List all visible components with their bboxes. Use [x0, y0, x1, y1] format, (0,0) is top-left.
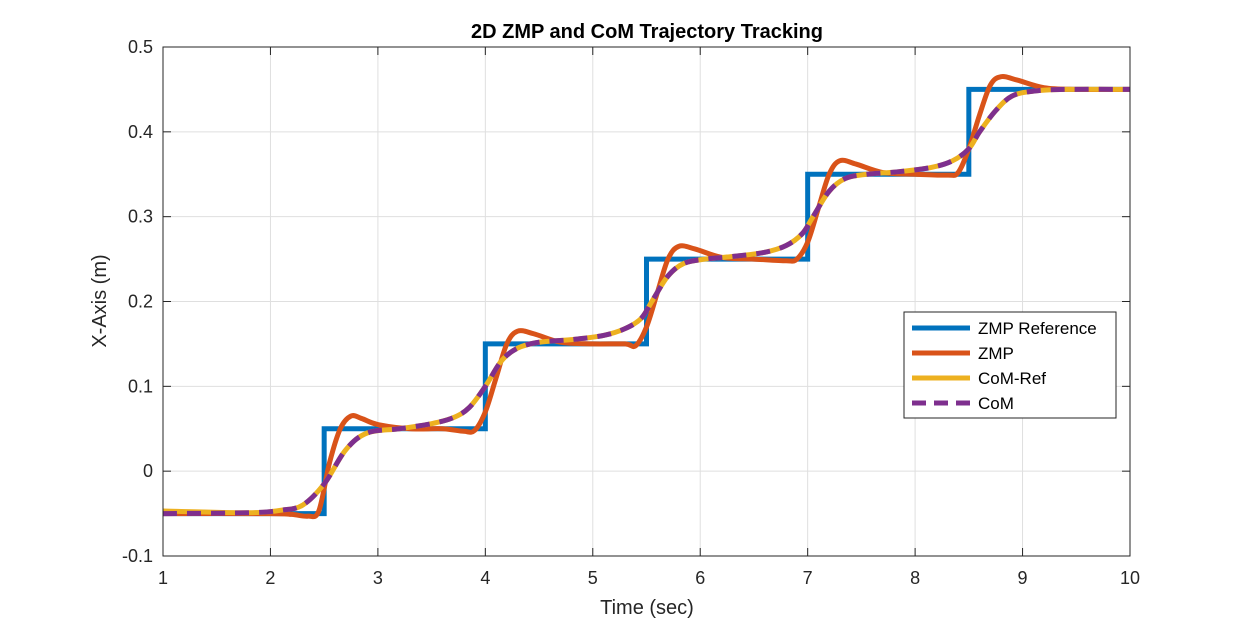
x-tick-label: 5 [588, 568, 598, 588]
legend-entry-com-ref: CoM-Ref [912, 369, 1046, 388]
y-tick-label: 0.3 [128, 207, 153, 227]
y-tick-label: 0.4 [128, 122, 153, 142]
x-tick-label: 8 [910, 568, 920, 588]
com-line [162, 86, 1131, 517]
legend-label: ZMP Reference [978, 319, 1097, 338]
y-tick-label: 0.2 [128, 292, 153, 312]
x-tick-label: 3 [373, 568, 383, 588]
y-axis-label: X-Axis (m) [89, 254, 111, 347]
legend-entry-zmp: ZMP [912, 344, 1014, 363]
y-tick-label: 0 [143, 461, 153, 481]
legend: ZMP Reference ZMP CoM-Ref CoM [903, 311, 1117, 419]
legend-entry-com: CoM [912, 394, 1014, 413]
y-tick-label: -0.1 [122, 546, 153, 566]
x-tick-label: 10 [1120, 568, 1140, 588]
zmp-reference-line [163, 86, 1130, 517]
legend-label: CoM [978, 394, 1014, 413]
y-tick-label: 0.1 [128, 376, 153, 396]
legend-entry-zmp-reference: ZMP Reference [912, 319, 1097, 338]
y-tick-label: 0.5 [128, 37, 153, 57]
x-tick-label: 9 [1018, 568, 1028, 588]
x-axis-label: Time (sec) [600, 597, 694, 619]
x-tick-label: 2 [265, 568, 275, 588]
x-tick-label: 1 [158, 568, 168, 588]
x-tick-label: 7 [803, 568, 813, 588]
x-tick-label: 4 [480, 568, 490, 588]
axis-ticks: 1 2 3 4 5 6 7 8 9 10 -0.1 0 0.1 0.2 0.3 0.4 0.5 [122, 37, 1140, 588]
legend-label: ZMP [978, 344, 1014, 363]
legend-label: CoM-Ref [978, 369, 1046, 388]
x-tick-label: 6 [695, 568, 705, 588]
plot-area [162, 74, 1131, 520]
chart-title: 2D ZMP and CoM Trajectory Tracking [471, 21, 823, 43]
